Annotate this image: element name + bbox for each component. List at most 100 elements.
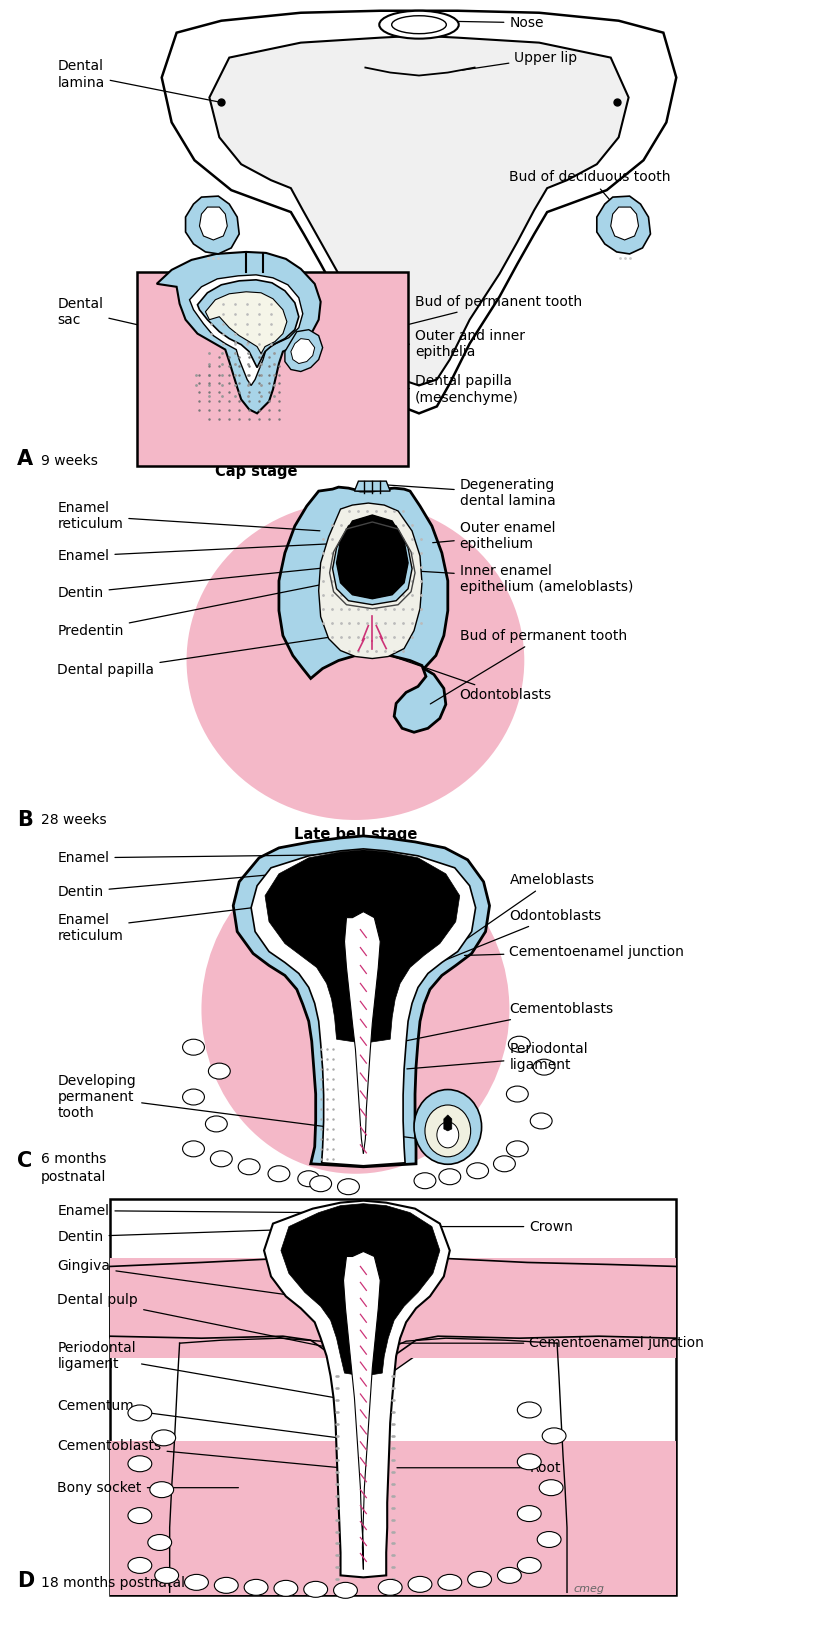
Text: Dental papilla: Dental papilla (58, 634, 358, 678)
Polygon shape (344, 1251, 380, 1570)
Ellipse shape (517, 1506, 541, 1521)
Text: Ameloblasts: Ameloblasts (442, 873, 594, 955)
Ellipse shape (184, 1575, 209, 1591)
Text: Crown: Crown (435, 1220, 573, 1233)
Ellipse shape (128, 1508, 152, 1524)
Ellipse shape (414, 1173, 436, 1190)
Text: postnatal: postnatal (40, 1170, 106, 1183)
Text: Odontoblasts: Odontoblasts (415, 908, 602, 972)
Polygon shape (354, 481, 391, 491)
Ellipse shape (467, 1164, 489, 1178)
Text: Bony socket: Bony socket (58, 1480, 239, 1495)
Text: Periodontal
ligament: Periodontal ligament (407, 1042, 588, 1072)
Ellipse shape (494, 1155, 515, 1172)
Ellipse shape (183, 1141, 204, 1157)
Ellipse shape (152, 1430, 176, 1446)
Text: Upper lip: Upper lip (463, 50, 577, 70)
Polygon shape (251, 848, 476, 1165)
Ellipse shape (498, 1568, 521, 1583)
Polygon shape (444, 1115, 452, 1131)
Text: Cap stage: Cap stage (215, 463, 297, 479)
Ellipse shape (155, 1568, 178, 1583)
Text: Developing
permanent
tooth: Developing permanent tooth (58, 1074, 417, 1139)
Text: cmeg: cmeg (574, 1584, 605, 1594)
Polygon shape (279, 488, 447, 733)
Ellipse shape (183, 1089, 204, 1105)
Polygon shape (185, 197, 239, 254)
Polygon shape (344, 912, 380, 1154)
Text: Cementoenamel junction: Cementoenamel junction (395, 1336, 704, 1350)
Text: Degenerating
dental lamina: Degenerating dental lamina (377, 478, 556, 509)
Text: Dental papilla
(mesenchyme): Dental papilla (mesenchyme) (256, 374, 519, 405)
Ellipse shape (439, 1168, 461, 1185)
Polygon shape (611, 206, 639, 240)
Text: 28 weeks: 28 weeks (40, 812, 106, 827)
Text: Predentin: Predentin (58, 582, 338, 637)
Polygon shape (264, 1201, 450, 1578)
Ellipse shape (303, 1581, 328, 1597)
Polygon shape (285, 330, 323, 372)
Ellipse shape (437, 1121, 458, 1147)
Text: Enamel: Enamel (58, 543, 346, 562)
Text: B: B (17, 809, 33, 830)
Ellipse shape (297, 1170, 319, 1186)
Text: Dental pulp: Dental pulp (58, 1294, 354, 1352)
Ellipse shape (530, 1113, 552, 1129)
Ellipse shape (274, 1581, 297, 1596)
Text: Dentin: Dentin (58, 869, 323, 899)
Ellipse shape (209, 1063, 230, 1079)
Polygon shape (337, 515, 408, 598)
Ellipse shape (201, 845, 510, 1173)
Text: Periodontal
ligament: Periodontal ligament (58, 1341, 334, 1398)
Text: 9 weeks: 9 weeks (40, 455, 97, 468)
FancyBboxPatch shape (137, 271, 408, 466)
Text: Bud of permanent tooth: Bud of permanent tooth (431, 629, 627, 704)
Ellipse shape (150, 1482, 173, 1498)
Ellipse shape (215, 1578, 238, 1594)
Text: Bud of deciduous tooth: Bud of deciduous tooth (510, 171, 671, 214)
Ellipse shape (391, 16, 447, 34)
Ellipse shape (183, 1040, 204, 1055)
Text: Dental
sac: Dental sac (58, 297, 209, 341)
Ellipse shape (506, 1141, 528, 1157)
Ellipse shape (268, 1165, 290, 1181)
Text: Cementoenamel junction: Cementoenamel junction (464, 944, 685, 959)
Ellipse shape (187, 500, 525, 821)
Text: D: D (17, 1571, 34, 1591)
Ellipse shape (425, 1105, 471, 1157)
Text: Nose: Nose (422, 16, 544, 29)
Text: Cementoblasts: Cementoblasts (58, 1438, 338, 1467)
Polygon shape (157, 252, 321, 413)
Ellipse shape (380, 11, 458, 39)
Ellipse shape (147, 1534, 172, 1550)
FancyBboxPatch shape (110, 1441, 676, 1596)
Ellipse shape (542, 1428, 566, 1445)
Text: Cementum: Cementum (58, 1399, 336, 1438)
Polygon shape (199, 206, 227, 240)
Polygon shape (110, 1261, 676, 1376)
Ellipse shape (205, 1116, 227, 1133)
Text: Enamel: Enamel (58, 1204, 316, 1217)
Polygon shape (597, 197, 650, 254)
Text: Root: Root (397, 1461, 561, 1476)
Polygon shape (210, 36, 628, 385)
Polygon shape (333, 518, 412, 604)
Ellipse shape (310, 1176, 332, 1191)
Polygon shape (281, 1204, 440, 1376)
Text: Bud of permanent tooth: Bud of permanent tooth (312, 294, 582, 349)
Ellipse shape (128, 1456, 152, 1472)
Text: Enamel
reticulum: Enamel reticulum (58, 907, 266, 942)
Text: Enamel: Enamel (58, 852, 328, 864)
Ellipse shape (338, 1178, 360, 1194)
Polygon shape (318, 504, 422, 658)
Ellipse shape (533, 1060, 555, 1076)
Text: Enamel
reticulum: Enamel reticulum (58, 500, 320, 531)
Text: Outer enamel
epithelium: Outer enamel epithelium (432, 522, 556, 551)
Ellipse shape (414, 1089, 482, 1164)
Text: Cementoblasts: Cementoblasts (406, 1003, 613, 1040)
Text: Gingiva: Gingiva (58, 1259, 310, 1298)
Ellipse shape (128, 1406, 152, 1420)
Polygon shape (243, 257, 269, 275)
Polygon shape (205, 292, 287, 354)
Text: 18 months postnatal: 18 months postnatal (40, 1576, 184, 1591)
